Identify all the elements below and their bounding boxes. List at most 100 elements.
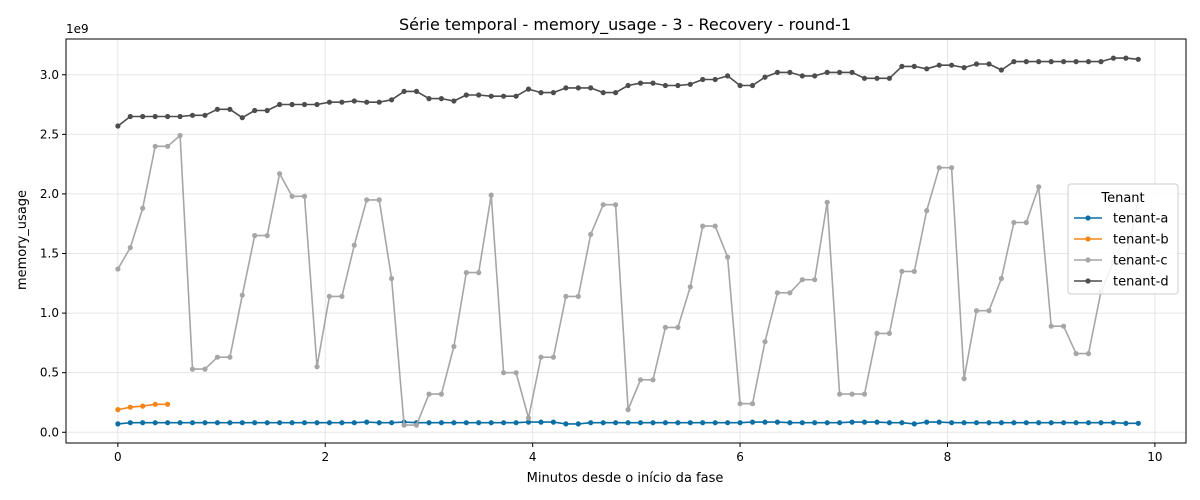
data-point [550, 354, 557, 360]
data-point [774, 419, 781, 425]
x-axis-label: Minutos desde o início da fase [527, 471, 724, 486]
data-point [1011, 59, 1017, 65]
data-point [886, 330, 893, 336]
data-point [488, 420, 494, 426]
data-point [438, 420, 444, 426]
data-point [675, 82, 681, 89]
data-point [787, 420, 793, 426]
data-point [501, 370, 507, 376]
data-point [364, 419, 370, 425]
data-point [973, 308, 980, 314]
data-point [998, 275, 1005, 282]
data-point [326, 420, 332, 426]
data-point [575, 85, 581, 91]
data-point [351, 98, 357, 104]
data-point [115, 421, 121, 427]
data-point [413, 422, 420, 428]
data-point [787, 69, 793, 75]
data-point [277, 420, 283, 426]
data-point [762, 339, 768, 345]
data-point [289, 101, 295, 108]
data-point [774, 69, 781, 75]
data-point [1123, 420, 1129, 426]
data-point [986, 308, 992, 314]
series-tenant-a [115, 419, 1141, 427]
data-point [264, 233, 270, 239]
data-point [214, 106, 220, 112]
data-point [911, 268, 917, 274]
data-point [177, 420, 183, 426]
data-point [812, 420, 818, 426]
data-point [277, 101, 283, 108]
data-point [588, 85, 594, 91]
data-point [687, 420, 693, 426]
series-tenant-b [115, 401, 171, 413]
data-point [525, 86, 532, 92]
data-point [725, 73, 731, 79]
data-point [824, 199, 830, 205]
data-point [189, 112, 196, 118]
data-point [1036, 184, 1042, 190]
data-point [351, 420, 357, 426]
data-point [899, 420, 905, 426]
data-point [115, 123, 121, 129]
data-point [1135, 56, 1141, 62]
data-point [961, 65, 967, 71]
data-point [700, 76, 706, 83]
data-point [277, 171, 283, 177]
data-point [613, 420, 619, 426]
data-point [824, 420, 830, 426]
data-point [613, 202, 619, 208]
data-point [613, 90, 619, 96]
data-point [301, 101, 308, 108]
ticks: 0 2 4 6 8 10 0.0 0.5 1.0 1.5 2.0 2.5 3.0 [40, 68, 1163, 464]
data-point [812, 73, 818, 79]
data-point [563, 85, 569, 91]
data-point [1098, 59, 1104, 65]
data-point [998, 420, 1005, 426]
data-point [637, 377, 644, 383]
data-point [326, 293, 332, 299]
data-point [1110, 55, 1116, 61]
data-point [389, 97, 395, 103]
data-point [426, 96, 432, 102]
data-point [314, 364, 320, 370]
data-point [1023, 420, 1029, 426]
data-point [451, 343, 457, 350]
data-point [1085, 59, 1092, 65]
data-point [936, 165, 942, 171]
data-point [214, 420, 220, 426]
data-point [837, 69, 843, 75]
data-point [451, 98, 457, 104]
data-point [364, 197, 370, 203]
y-tick-label: 3.0 [40, 68, 59, 82]
data-point [339, 99, 345, 105]
data-point [1085, 420, 1092, 426]
data-point [289, 420, 295, 426]
data-point [924, 208, 930, 214]
series-tenant-d [115, 55, 1141, 129]
legend-label-tenant-b: tenant-b [1113, 233, 1169, 248]
data-point [936, 419, 942, 425]
data-point [239, 420, 245, 426]
data-point [849, 419, 855, 425]
data-point [513, 420, 519, 426]
data-point [973, 61, 980, 67]
data-point [401, 88, 407, 94]
data-point [252, 233, 258, 239]
data-point [1023, 59, 1029, 65]
data-point [339, 420, 345, 426]
data-point [874, 419, 880, 425]
data-point [1048, 420, 1054, 426]
legend-marker-tenant-a [1085, 215, 1091, 221]
y-tick-label: 2.5 [40, 127, 59, 141]
data-point [1011, 219, 1017, 226]
data-point [1061, 323, 1067, 329]
data-point [849, 69, 855, 75]
data-point [525, 419, 532, 425]
data-point [1036, 420, 1042, 426]
data-point [202, 366, 208, 372]
data-point [264, 107, 270, 114]
data-point [339, 293, 345, 299]
data-point [749, 419, 756, 425]
